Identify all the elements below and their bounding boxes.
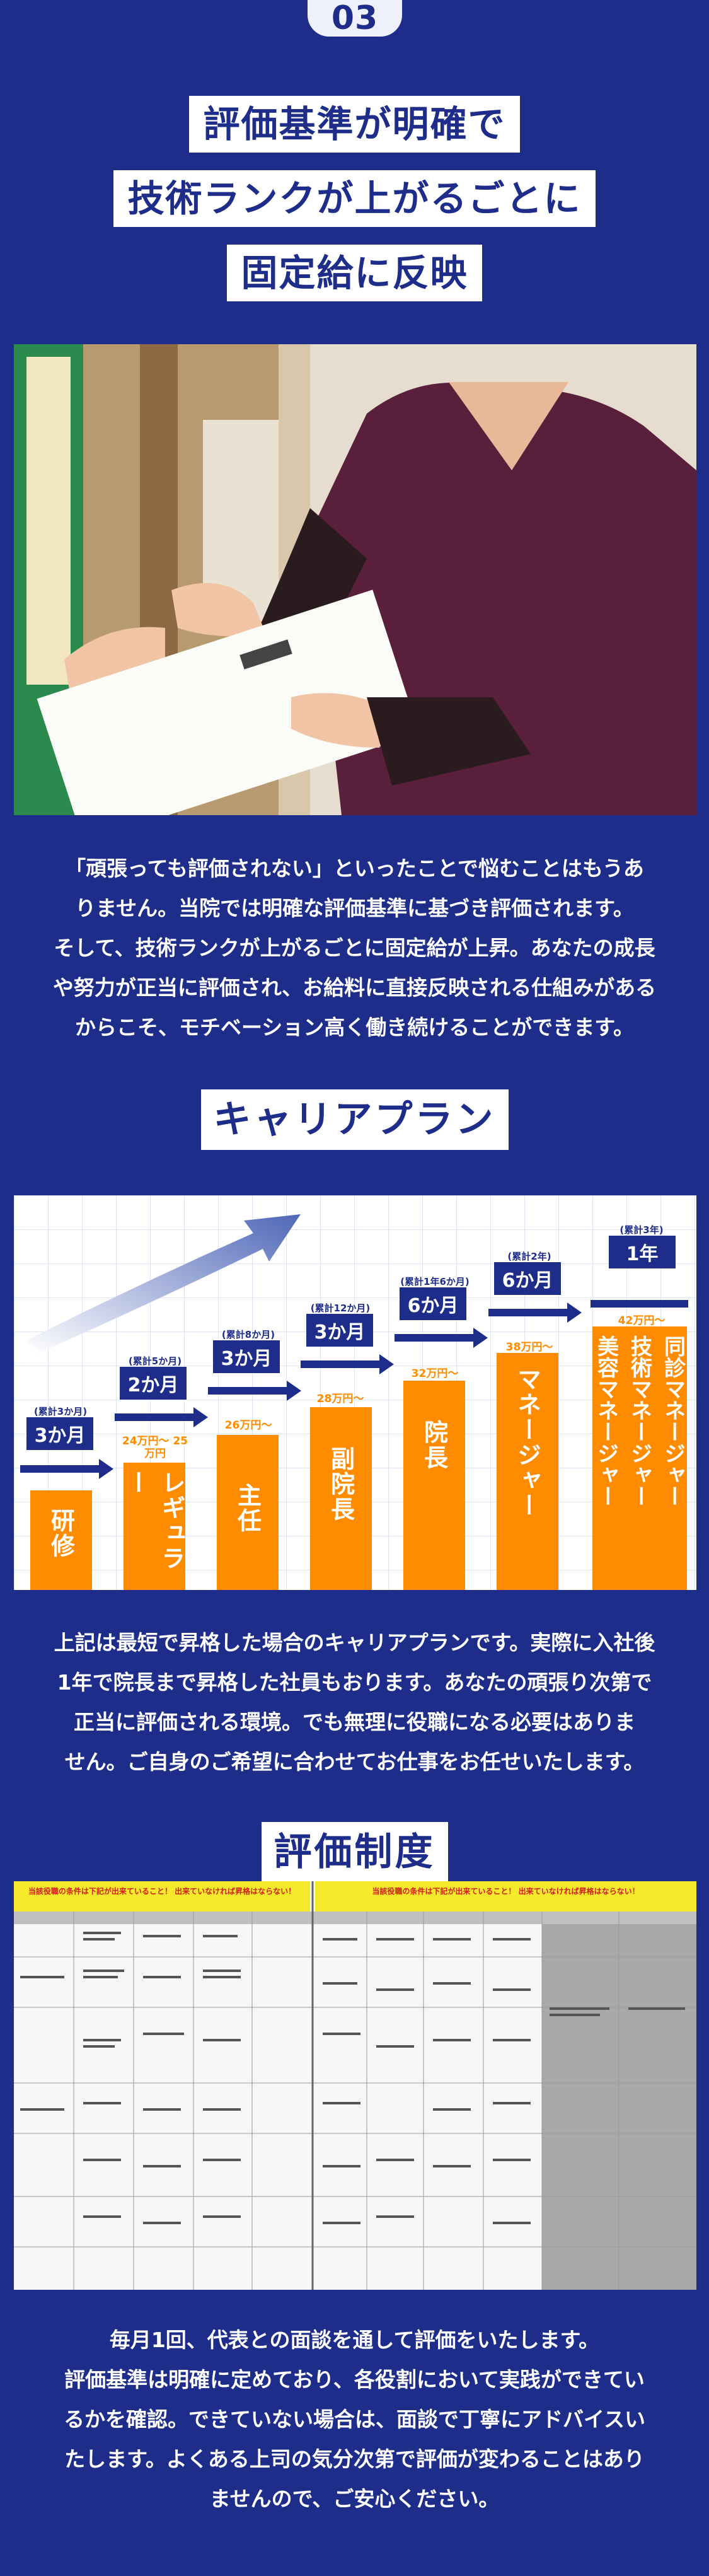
step-arrows <box>20 1300 688 1479</box>
step-7-period: 1年 <box>609 1236 676 1268</box>
intro-paragraph: 「頑張っても評価されない」といったことで悩むことはもうあ りません。当院では明確… <box>19 849 690 1047</box>
evaluation-paragraph: 毎月1回、代表との面談を通して評価をいたします。 評価基準は明確に定めており、各… <box>19 2320 690 2519</box>
sheet-grid <box>14 1881 696 2290</box>
step-3-bar: 主任 <box>217 1435 279 1590</box>
evaluation-heading: 評価制度 <box>261 1822 448 1883</box>
step-1-role: 研修 <box>47 1508 75 1558</box>
growth-arrow <box>26 1214 301 1353</box>
staff-photo <box>14 344 696 815</box>
section-number-badge: 03 <box>308 0 402 37</box>
career-plan-chart: (累計3か月) 3か月 研修 (累計5か月) 2か月 24万円〜 25万円 レギ… <box>14 1195 696 1590</box>
evaluation-sheet: 当該役職の条件は下記が出来ていること！ 出来ていなければ昇格はならない！ 当該役… <box>14 1881 696 2290</box>
intro-line-4: や努力が正当に評価され、お給料に直接反映される仕組みがある <box>52 975 657 1000</box>
career-heading-wrap: キャリアプラン <box>0 1089 709 1150</box>
intro-line-1: 「頑張っても評価されない」といったことで悩むことはもうあ <box>65 856 644 881</box>
step-4-period: 3か月 <box>306 1314 373 1347</box>
step-4-cumulative: (累計12か月) <box>310 1303 371 1314</box>
step-2-bar: レギュラー <box>123 1463 185 1590</box>
step-7-role-a: 同診マネージャー <box>660 1335 686 1507</box>
eval-line-1: 毎月1回、代表との面談を通して評価をいたします。 <box>109 2328 600 2352</box>
step-2-period: 2か月 <box>120 1367 187 1400</box>
step-3-period: 3か月 <box>213 1340 280 1373</box>
step-7-bar: 同診マネージャー 技術マネージャー 美容マネージャー <box>592 1326 687 1590</box>
headline-line-2-wrap: 技術ランクが上がるごとに <box>0 170 709 227</box>
sheet-banner-left: 当該役職の条件は下記が出来ていること！ 出来ていなければ昇格はならない！ <box>14 1881 310 1912</box>
step-5-salary: 32万円〜 <box>411 1367 459 1380</box>
staff-photo-illustration <box>14 344 696 815</box>
eval-line-4: たします。よくある上司の気分次第で評価が変わることはあり <box>64 2447 645 2471</box>
career-arrows <box>20 1214 688 1479</box>
step-4-salary: 28万円〜 <box>316 1393 364 1405</box>
step-6-bar: マネージャー <box>497 1353 558 1590</box>
eval-line-3: るかを確認。できていない場合は、面談で丁寧にアドバイスい <box>63 2407 645 2432</box>
step-3-role: 主任 <box>233 1483 262 1533</box>
step-4-bar: 副院長 <box>310 1407 372 1590</box>
step-7-role-b: 技術マネージャー <box>626 1335 652 1507</box>
step-5-role: 院長 <box>420 1420 448 1470</box>
step-6-salary: 38万円〜 <box>505 1341 553 1354</box>
headline-line-1: 評価基準が明確で <box>189 96 520 153</box>
step-7-role-c: 美容マネージャー <box>593 1335 619 1507</box>
career-line-4: せん。ご自身のご希望に合わせてお仕事をお任せいたします。 <box>64 1749 645 1774</box>
section-number: 03 <box>331 0 379 37</box>
step-5-cumulative: (累計1年6か月) <box>400 1276 470 1287</box>
career-heading: キャリアプラン <box>200 1089 509 1150</box>
sheet-header-row <box>14 1912 696 1924</box>
career-paragraph: 上記は最短で昇格した場合のキャリアプランです。実際に入社後 1年で院長まで昇格し… <box>19 1623 690 1782</box>
headline-line-3: 固定給に反映 <box>227 245 482 301</box>
step-6-role: マネージャー <box>513 1367 541 1518</box>
step-3-cumulative: (累計8か月) <box>221 1329 275 1340</box>
step-1-cumulative: (累計3か月) <box>33 1406 88 1417</box>
step-7-cumulative: (累計3年) <box>620 1224 664 1236</box>
step-3-salary: 26万円〜 <box>224 1419 272 1432</box>
step-1-period: 3か月 <box>26 1417 93 1450</box>
career-line-2: 1年で院長まで昇格した社員もおります。あなたの頑張り次第で <box>57 1670 652 1695</box>
eval-line-5: ませんので、ご安心ください。 <box>209 2486 500 2511</box>
step-5-bar: 院長 <box>403 1381 465 1590</box>
step-1-bar: 研修 <box>30 1490 92 1590</box>
step-4-role: 副院長 <box>326 1446 355 1522</box>
evaluation-heading-wrap: 評価制度 <box>0 1822 709 1883</box>
step-5-period: 6か月 <box>400 1287 466 1320</box>
intro-line-5: からこそ、モチベーション高く働き続けることができます。 <box>74 1015 635 1040</box>
career-line-3: 正当に評価される環境。でも無理に役職になる必要はありま <box>74 1710 635 1734</box>
step-6-cumulative: (累計2年) <box>507 1251 551 1262</box>
intro-line-3: そして、技術ランクが上がるごとに固定給が上昇。あなたの成長 <box>54 936 655 960</box>
intro-line-2: りません。当院では明確な評価基準に基づき評価されます。 <box>75 896 634 920</box>
step-7-salary: 42万円〜 <box>618 1314 666 1327</box>
headline-line-2: 技術ランクが上がるごとに <box>113 170 596 227</box>
step-6-period: 6か月 <box>494 1262 561 1295</box>
headline-line-1-wrap: 評価基準が明確で <box>0 96 709 153</box>
sheet-banner-right: 当該役職の条件は下記が出来ていること！ 出来ていなければ昇格はならない！ <box>315 1881 696 1912</box>
headline-line-3-wrap: 固定給に反映 <box>0 245 709 301</box>
step-2-cumulative: (累計5か月) <box>128 1355 182 1367</box>
career-line-1: 上記は最短で昇格した場合のキャリアプランです。実際に入社後 <box>54 1630 655 1655</box>
eval-line-2: 評価基準は明確に定めており、各役割において実践ができてい <box>64 2367 645 2392</box>
step-2-salary: 24万円〜 25万円 <box>122 1435 188 1460</box>
step-2-role: レギュラー <box>123 1470 185 1571</box>
